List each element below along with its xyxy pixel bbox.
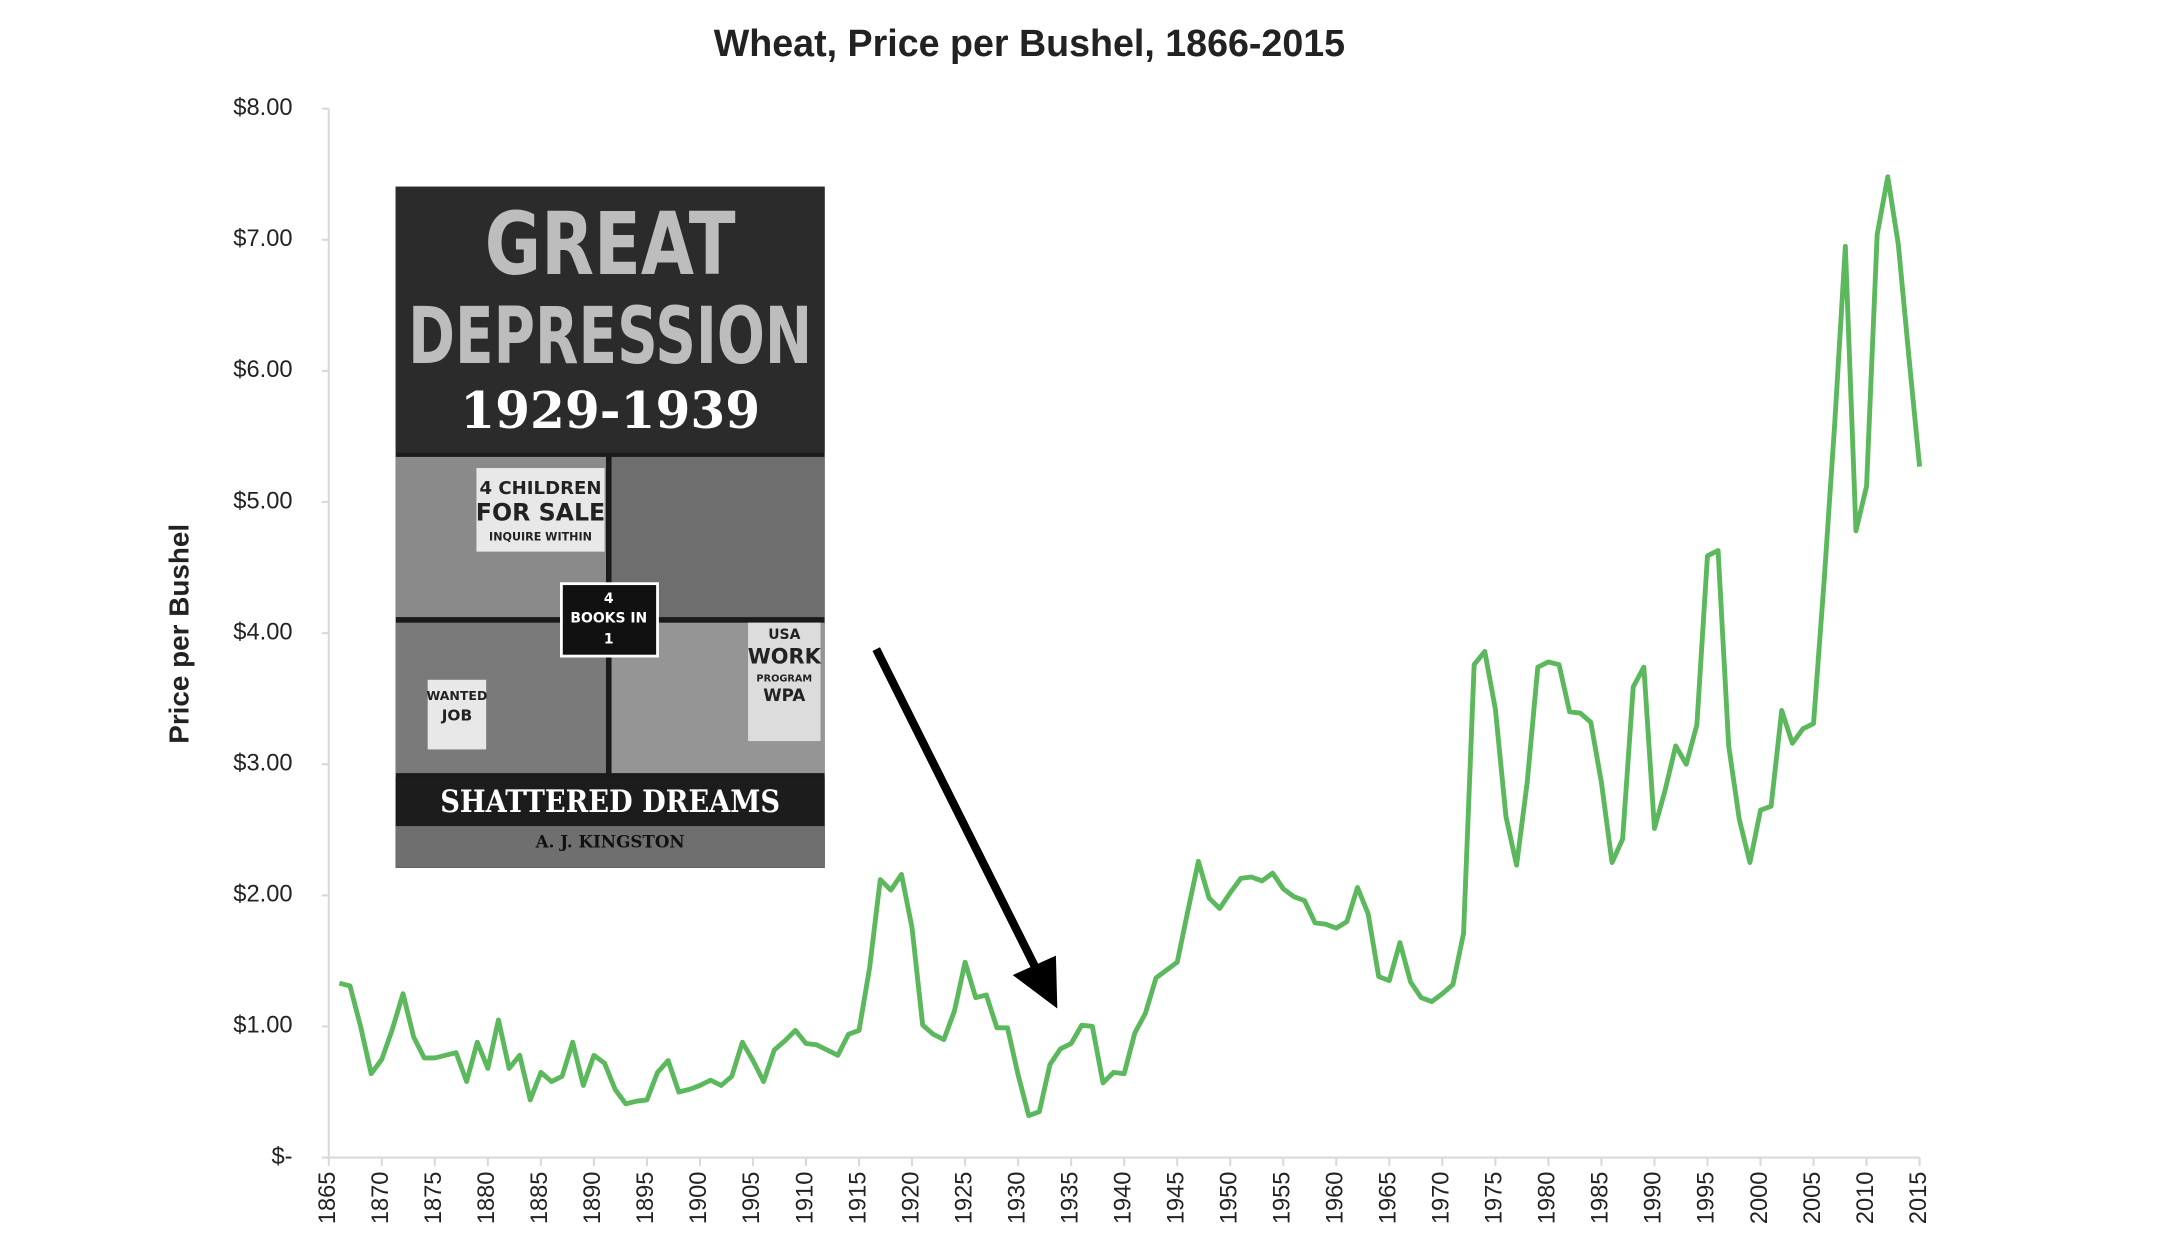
badge-text: 4	[604, 591, 614, 607]
x-tick-label: 1915	[845, 1172, 871, 1225]
sign	[476, 468, 605, 552]
cover-strip	[395, 826, 825, 868]
x-tick-label: 1895	[633, 1172, 659, 1225]
sign-text: PROGRAM	[756, 673, 812, 684]
sign-text: INQUIRE WITHIN	[489, 531, 592, 544]
x-tick-label: 1865	[315, 1172, 341, 1225]
x-tick-label: 1940	[1110, 1172, 1136, 1225]
x-tick-label: 1985	[1588, 1172, 1614, 1225]
x-tick-label: 1970	[1429, 1172, 1455, 1225]
y-axis-label: Price per Bushel	[163, 524, 194, 744]
x-tick-label: 1945	[1163, 1172, 1189, 1225]
y-tick-label: $6.00	[233, 357, 292, 383]
cover-title: DEPRESSION	[408, 292, 812, 382]
x-tick-label: 1995	[1694, 1172, 1720, 1225]
sign-text: JOB	[441, 707, 472, 725]
sign	[748, 622, 821, 742]
x-tick-label: 1950	[1216, 1172, 1242, 1225]
y-tick-label: $8.00	[233, 95, 292, 121]
x-tick-label: 1910	[792, 1172, 818, 1225]
cover-top	[395, 186, 825, 453]
x-tick-label: 1905	[739, 1172, 765, 1225]
x-tick-label: 1930	[1004, 1172, 1030, 1225]
x-tick-label: 1880	[474, 1172, 500, 1225]
x-tick-label: 1885	[527, 1172, 553, 1225]
badge	[560, 582, 659, 658]
sign-text: WANTED	[426, 688, 487, 703]
x-tick-label: 1965	[1376, 1172, 1402, 1225]
sign	[427, 679, 487, 750]
sign-text: WPA	[763, 685, 805, 705]
y-tick-label: $1.00	[233, 1013, 292, 1039]
x-tick-label: 1870	[368, 1172, 394, 1225]
x-tick-label: 1990	[1641, 1172, 1667, 1225]
y-tick-label: $3.00	[233, 750, 292, 776]
x-tick-label: 1925	[951, 1172, 977, 1225]
sign-text: WORK	[748, 644, 822, 668]
y-tick-label: $4.00	[233, 619, 292, 645]
book-cover: GREAT DEPRESSION 1929-1939 4 CHILDREN FO…	[395, 186, 825, 868]
cover-title: GREAT	[485, 195, 736, 295]
badge-text: BOOKS IN	[570, 610, 647, 626]
data-line	[338, 174, 1923, 1119]
sign-text: USA	[768, 627, 800, 643]
x-tick-label: 2010	[1853, 1172, 1879, 1225]
cover-subtitle: SHATTERED DREAMS	[440, 784, 780, 820]
sign-text: FOR SALE	[476, 499, 605, 527]
x-tick-label: 1890	[580, 1172, 606, 1225]
x-tick-label: 1980	[1535, 1172, 1561, 1225]
x-tick-label: 1920	[898, 1172, 924, 1225]
x-tick-label: 2015	[1906, 1172, 1932, 1225]
x-tick-label: 2005	[1800, 1172, 1826, 1225]
x-tick-label: 2000	[1747, 1172, 1773, 1225]
cover-author: A. J. KINGSTON	[535, 831, 685, 851]
x-tick-label: 1900	[686, 1172, 712, 1225]
y-tick-label: $5.00	[233, 488, 292, 514]
sign-text: 4 CHILDREN	[479, 478, 601, 499]
plot-area: $- $1.00 $2.00 $3.00 $4.00 $5.00 $6.00 $7.00 $8.…	[233, 95, 1932, 1224]
cover-years: 1929-1939	[460, 381, 760, 440]
x-tick-label: 1875	[421, 1172, 447, 1225]
annotation-arrow	[872, 647, 1058, 1009]
y-tick-label: $-	[271, 1144, 292, 1170]
y-tick-label: $2.00	[233, 882, 292, 908]
arrow-head	[1012, 955, 1058, 1009]
y-tick-label: $7.00	[233, 226, 292, 252]
arrow-shaft	[872, 647, 1043, 977]
x-tick-label: 1955	[1270, 1172, 1296, 1225]
chart-title: Wheat, Price per Bushel, 1866-2015	[714, 22, 1345, 64]
x-tick-label: 1960	[1323, 1172, 1349, 1225]
x-tick-label: 1975	[1482, 1172, 1508, 1225]
badge-text: 1	[604, 631, 614, 647]
x-tick-label: 1935	[1057, 1172, 1083, 1225]
